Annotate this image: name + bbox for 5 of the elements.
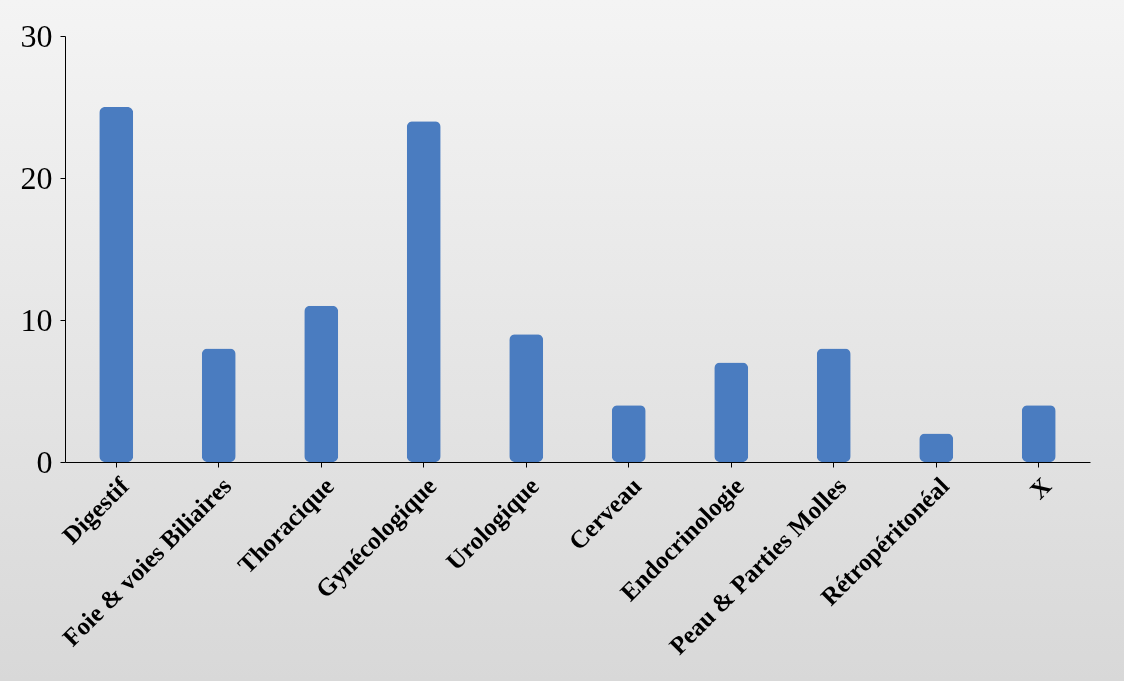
x-tick-label: X	[1024, 472, 1057, 504]
y-tick-label: 0	[36, 443, 53, 480]
y-tick-label: 20	[20, 159, 53, 196]
y-tick-label: 10	[20, 301, 53, 338]
y-tick-label: 30	[20, 17, 53, 54]
